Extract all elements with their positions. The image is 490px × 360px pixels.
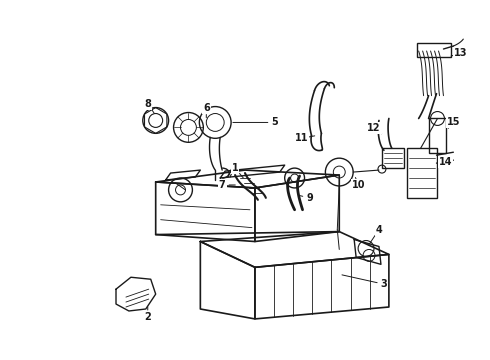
Text: 6: 6 [203, 103, 210, 113]
Bar [382, 148, 404, 168]
Text: 12: 12 [367, 123, 381, 134]
Bar [429, 118, 446, 153]
Bar [416, 43, 451, 57]
Text: 13: 13 [454, 48, 467, 58]
Text: 3: 3 [381, 279, 387, 289]
Text: 15: 15 [446, 117, 460, 127]
Bar [407, 148, 437, 198]
Text: 2: 2 [145, 312, 151, 322]
Text: 4: 4 [375, 225, 382, 235]
Text: 8: 8 [145, 99, 151, 109]
Text: 14: 14 [439, 157, 452, 167]
Text: 10: 10 [352, 180, 366, 190]
Text: 7: 7 [219, 180, 225, 190]
Text: 9: 9 [306, 193, 313, 203]
Text: 5: 5 [271, 117, 278, 127]
Text: 1: 1 [232, 163, 239, 173]
Text: 11: 11 [295, 133, 308, 143]
